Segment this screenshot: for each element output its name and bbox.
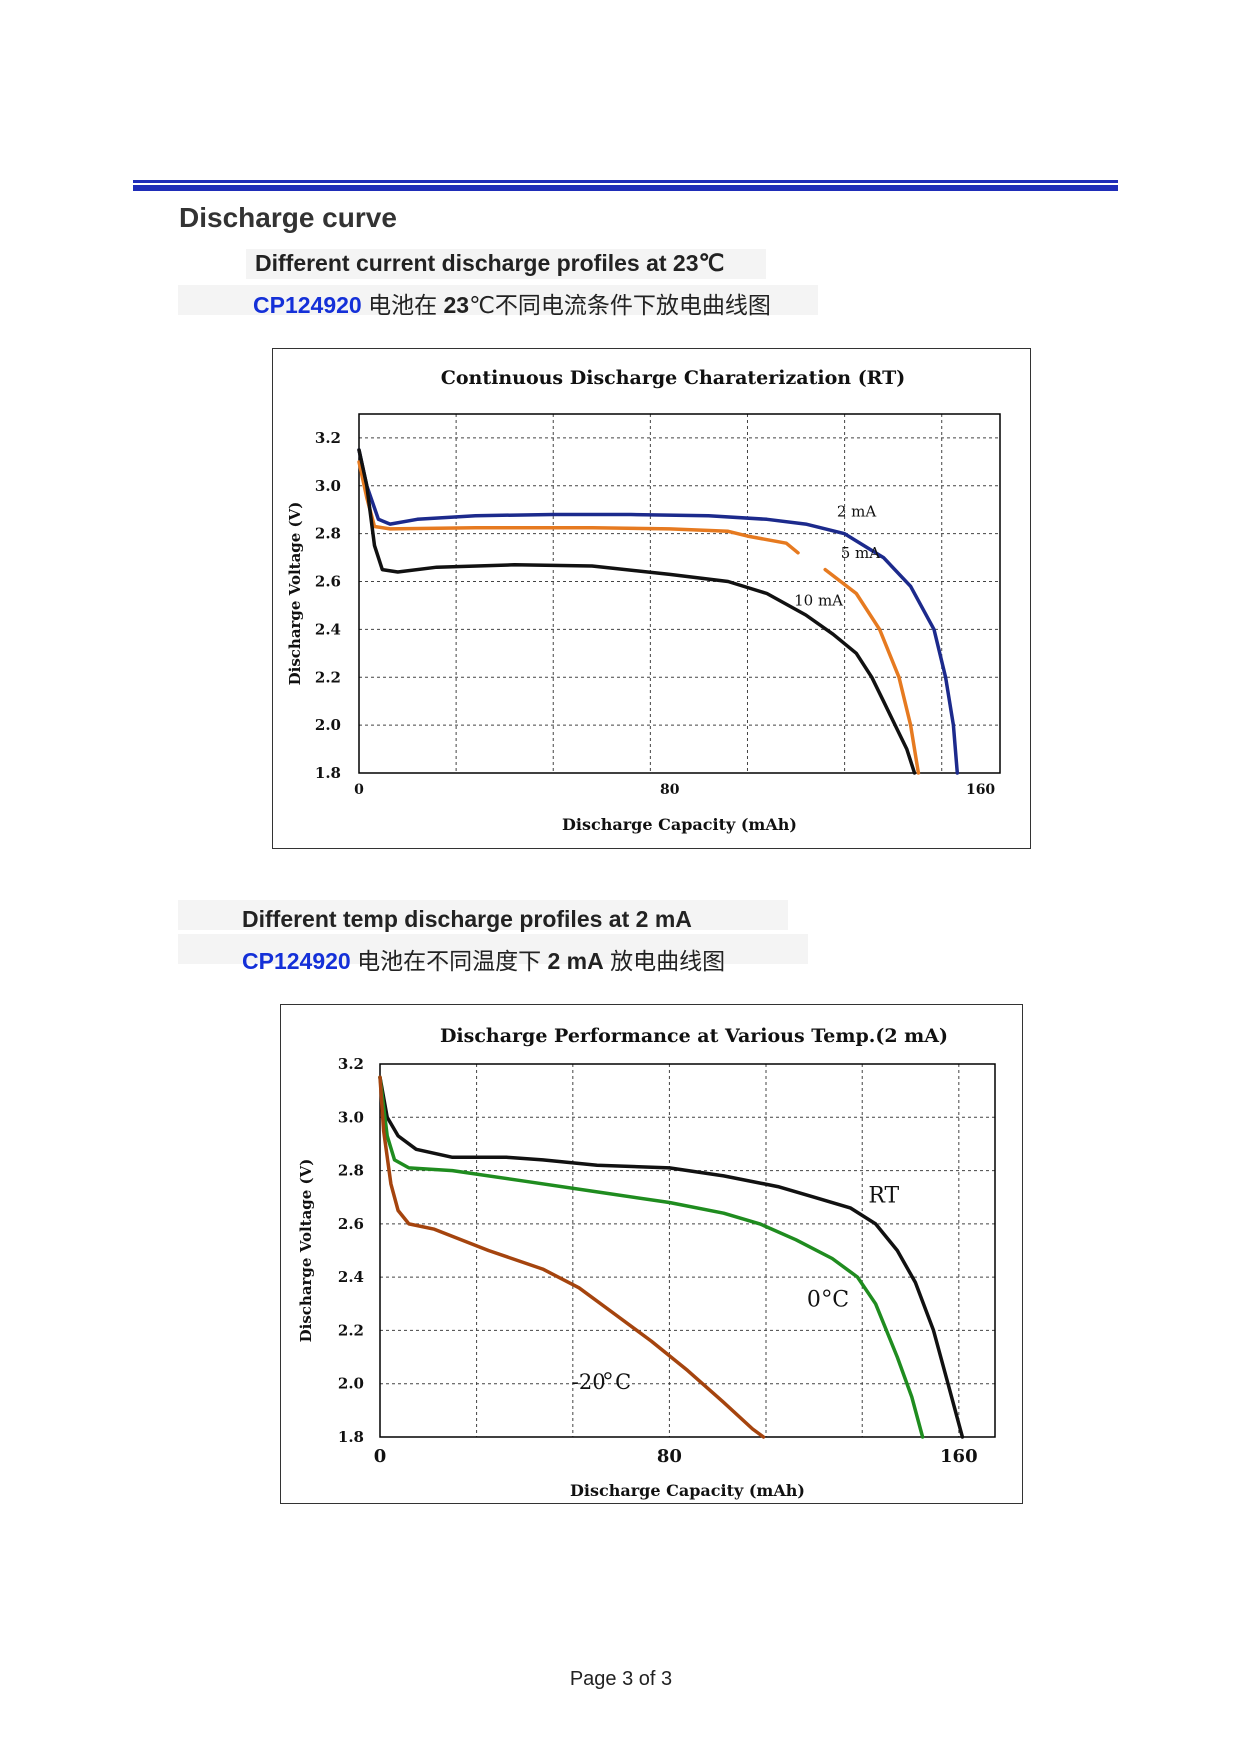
annotation-10ma: 10 mA: [794, 592, 843, 610]
annotation-minus20c-value: -20: [572, 1370, 606, 1394]
chart-2-frame: Discharge Performance at Various Temp.(2…: [280, 1004, 1023, 1504]
x-tick-label: 160: [966, 782, 995, 798]
section1-subtitle: Different current discharge profiles at …: [255, 250, 725, 276]
plot-area: [379, 1063, 996, 1438]
x-axis-label: Discharge Capacity (mAh): [562, 815, 797, 834]
section2-caption: CP124920 电池在不同温度下 2 mA 放电曲线图: [242, 942, 725, 976]
caption-temp: 23: [443, 292, 470, 318]
chart-current-discharge: Continuous Discharge Charaterization (RT…: [286, 367, 1001, 834]
plot-area: [358, 413, 1001, 774]
x-axis-label: Discharge Capacity (mAh): [570, 1481, 805, 1500]
y-axis-label: Discharge Voltage (V): [286, 502, 304, 686]
subtitle-2-shade: [178, 900, 788, 930]
caption-text-end: 放电曲线图: [603, 948, 726, 974]
x-tick-label: 80: [657, 1446, 682, 1467]
annotation-2ma: 2 mA: [837, 503, 877, 521]
y-tick-label: 3.0: [315, 477, 341, 495]
annotation-minus20c-unit: C: [615, 1370, 631, 1394]
subtitle-1-shade: [246, 249, 766, 279]
cn-1-shade: [178, 285, 818, 315]
y-tick-label: 3.0: [338, 1108, 364, 1126]
y-tick-label: 3.2: [315, 429, 341, 447]
series-line-0-c: [378, 1075, 925, 1439]
series-line-rt: [378, 1075, 965, 1439]
series-line-10-ma: [357, 448, 917, 775]
y-tick-label: 2.4: [338, 1268, 364, 1286]
x-tick-label: 80: [660, 782, 680, 798]
series-line-5-ma: [357, 460, 800, 555]
y-tick-label: 2.8: [315, 525, 341, 543]
chart-1-frame: Continuous Discharge Charaterization (RT…: [272, 348, 1031, 849]
annotation-5ma: 5 mA: [841, 544, 881, 562]
y-tick-label: 2.8: [338, 1162, 364, 1180]
annotation-rt: RT: [868, 1184, 899, 1209]
caption-current: 2 mA: [547, 948, 604, 974]
section2-subtitle: Different temp discharge profiles at 2 m…: [242, 906, 692, 932]
series-line--20-c: [378, 1075, 766, 1439]
y-tick-label: 2.2: [338, 1321, 364, 1339]
model-number: CP124920: [242, 948, 351, 974]
y-tick-label: 2.0: [315, 716, 341, 734]
chart-title: Discharge Performance at Various Temp.(2…: [440, 1025, 948, 1047]
y-tick-label: 1.8: [338, 1428, 364, 1446]
caption-text-end: ℃不同电流条件下放电曲线图: [469, 292, 771, 318]
page-heading: Discharge curve: [179, 202, 397, 233]
degree-symbol: [823, 1289, 831, 1297]
series-line-2-ma: [357, 448, 960, 775]
chart-title: Continuous Discharge Charaterization (RT…: [441, 367, 906, 389]
caption-text: 电池在不同温度下: [350, 948, 548, 974]
y-tick-label: 2.6: [315, 573, 341, 591]
x-tick-label: 0: [354, 782, 364, 798]
cn-2-shade: [178, 934, 808, 964]
section1-caption: CP124920 电池在 23℃不同电流条件下放电曲线图: [253, 286, 771, 320]
y-tick-label: 2.4: [315, 620, 341, 638]
header-rule-thick: [133, 185, 1118, 191]
header-rule-thin: [133, 180, 1118, 183]
degree-symbol: [604, 1372, 612, 1380]
y-tick-label: 2.2: [315, 668, 341, 686]
page-footer: Page 3 of 3: [569, 1668, 673, 1690]
series-line-5-ma-tail: [823, 567, 921, 775]
y-tick-label: 1.8: [315, 764, 341, 782]
annotation-0c-unit: C: [832, 1287, 849, 1312]
x-tick-label: 160: [940, 1446, 978, 1467]
chart-temp-discharge: Discharge Performance at Various Temp.(2…: [297, 1025, 996, 1500]
y-tick-label: 2.6: [338, 1215, 364, 1233]
x-tick-label: 0: [374, 1446, 387, 1467]
y-tick-label: 3.2: [338, 1055, 364, 1073]
caption-text: 电池在: [361, 292, 444, 318]
annotation-0c-value: 0: [807, 1287, 821, 1312]
y-axis-label: Discharge Voltage (V): [297, 1159, 315, 1343]
y-tick-label: 2.0: [338, 1375, 364, 1393]
model-number: CP124920: [253, 292, 362, 318]
